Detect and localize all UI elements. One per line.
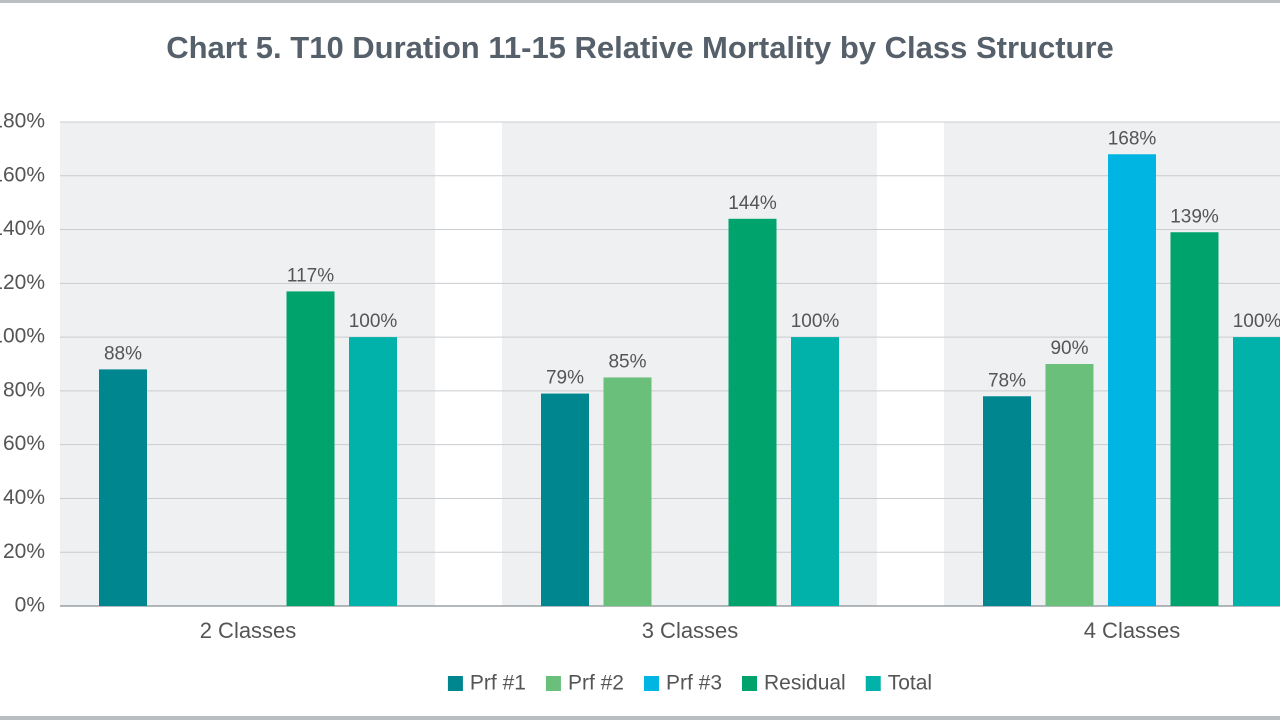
bar [983,396,1031,606]
legend-label: Total [888,672,932,695]
bar [286,291,335,606]
value-label: 168% [1108,128,1157,149]
value-label: 85% [608,351,646,372]
y-tick-label: 120% [0,271,45,294]
value-label: 117% [287,265,334,286]
top-border [0,0,1280,3]
value-label: 88% [104,343,142,364]
bar [1108,154,1156,606]
y-tick-label: 180% [0,110,45,133]
y-tick-label: 40% [3,486,45,509]
bar [603,377,652,606]
value-label: 90% [1050,338,1088,359]
bar [1045,364,1094,606]
x-tick-label: 2 Classes [200,618,297,643]
bar [791,337,839,606]
value-label: 79% [546,368,584,389]
legend: Prf #1 Prf #2 Prf #3 Residual Total [447,672,932,695]
y-tick-label: 100% [0,325,45,348]
y-tick-label: 80% [3,378,45,401]
bar [99,369,147,606]
bar [1170,232,1219,606]
grid: 0% 20% 40% 60% 80% 100% 120% 140% 160% 180% [0,110,1280,617]
bar [349,337,397,606]
bar [728,218,777,607]
legend-swatch [643,676,659,691]
legend-label: Residual [764,672,846,695]
value-label: 78% [988,370,1026,391]
value-label: 100% [791,311,840,332]
legend-label: Prf #2 [568,672,624,695]
x-tick-label: 3 Classes [642,618,739,643]
y-tick-label: 160% [0,163,45,186]
bar [541,393,589,606]
bar [1233,337,1280,606]
y-tick-label: 140% [0,217,45,240]
plot-background [60,122,1280,606]
y-tick-label: 0% [15,594,45,617]
value-label: 100% [349,311,398,332]
value-label: 139% [1170,206,1219,227]
chart-title: Chart 5. T10 Duration 11-15 Relative Mor… [166,30,1114,65]
value-label: 100% [1233,311,1280,332]
legend-swatch [742,676,758,691]
x-tick-label: 4 Classes [1084,618,1181,643]
bars: 2 Classes 88% 117% 100% 3 Classes 79% 85% 144% 1… [99,128,1280,643]
bottom-border [0,716,1280,720]
legend-label: Prf #3 [666,672,722,695]
value-label: 144% [728,193,777,214]
legend-swatch [447,676,463,691]
legend-label: Prf #1 [470,672,526,695]
y-tick-label: 20% [3,540,45,563]
legend-swatch [545,676,561,691]
y-tick-label: 60% [3,432,45,455]
legend-swatch [865,676,881,691]
